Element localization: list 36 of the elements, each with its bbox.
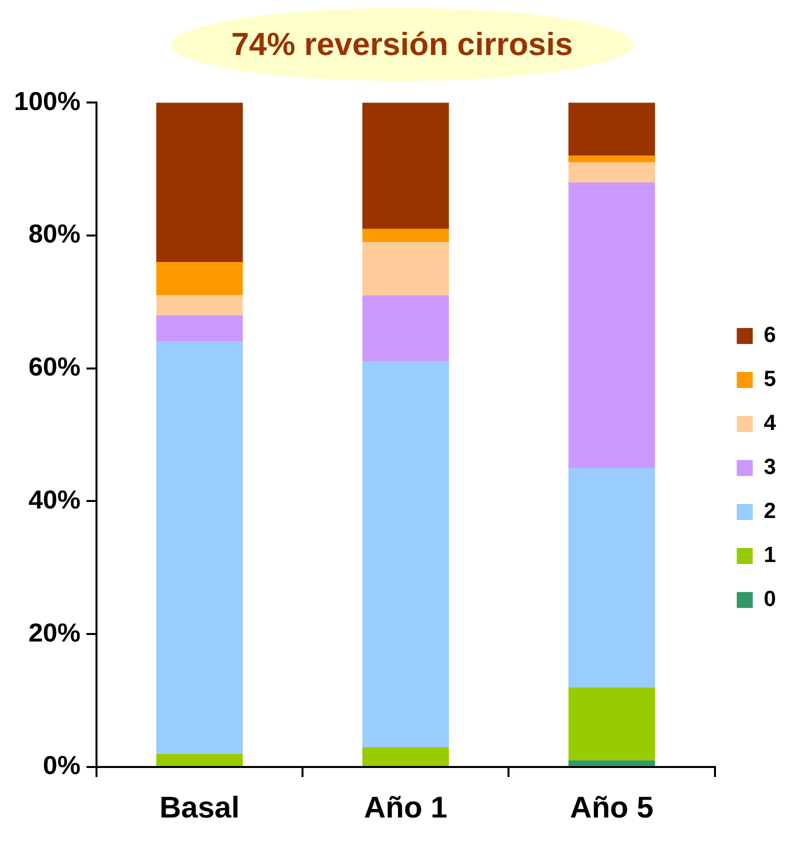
bar — [156, 262, 243, 296]
y-tick-label: 60% — [28, 352, 80, 382]
bar — [362, 747, 449, 766]
bar — [362, 228, 449, 242]
bar — [362, 295, 449, 362]
legend-label: 1 — [764, 542, 776, 568]
y-tick-label: 0% — [42, 750, 80, 780]
bar — [568, 102, 655, 156]
legend-label: 4 — [764, 410, 777, 436]
bar — [568, 687, 655, 760]
legend-label: 0 — [764, 586, 776, 612]
bar — [568, 760, 655, 766]
legend-label: 2 — [764, 498, 776, 524]
y-tick-label: 20% — [28, 617, 80, 648]
y-tick-label: 100% — [14, 86, 80, 116]
x-tick-label: Basal — [160, 791, 240, 824]
bar — [568, 182, 655, 468]
bar — [362, 242, 449, 296]
bar — [568, 468, 655, 688]
x-tick-label: Año 1 — [364, 791, 448, 824]
bar — [156, 295, 243, 316]
bar — [156, 315, 243, 342]
bar — [568, 162, 655, 182]
text: 74% reversión cirrosis — [171, 8, 633, 81]
bar — [568, 156, 655, 162]
legend-label: 3 — [764, 454, 776, 480]
bar — [362, 102, 449, 229]
x-tick-label: Año 5 — [570, 791, 654, 824]
y-tick-label: 40% — [28, 484, 80, 514]
y-tick-label: 80% — [28, 218, 80, 249]
bar — [156, 754, 243, 766]
legend-label: 6 — [764, 322, 776, 348]
bar — [156, 102, 243, 262]
legend-label: 5 — [764, 366, 776, 392]
bar — [156, 342, 243, 754]
bar — [362, 362, 449, 748]
